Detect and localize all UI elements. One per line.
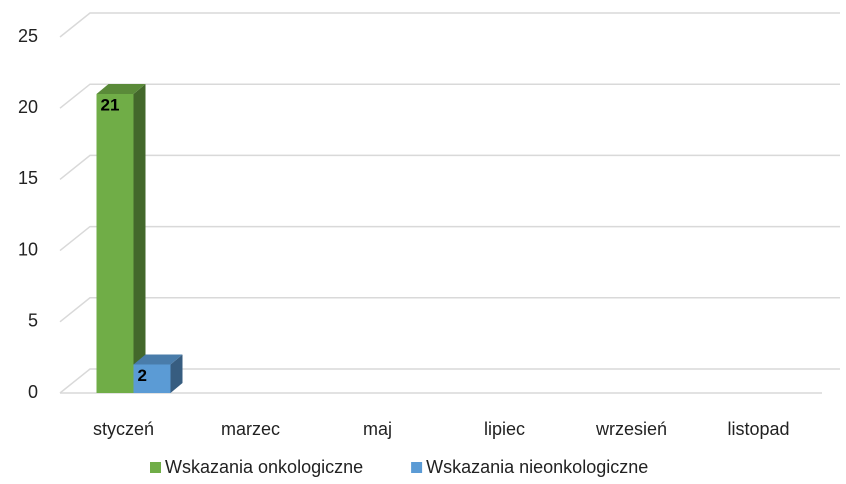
legend-swatch (411, 462, 423, 473)
x-tick-label: marzec (221, 419, 280, 439)
grid-line (59, 83, 840, 109)
grid-line (59, 154, 840, 180)
legend-swatch (150, 462, 161, 473)
bar (96, 83, 146, 394)
legend-label: Wskazania onkologiczne (165, 457, 363, 477)
bar-side (133, 83, 146, 394)
grid-line (59, 297, 840, 323)
bar-side (170, 354, 183, 393)
bar-front (96, 93, 134, 394)
bar-front (133, 364, 171, 393)
x-tick-label: styczeń (93, 419, 154, 439)
y-tick-label: 25 (18, 26, 38, 46)
x-tick-label: lipiec (484, 419, 525, 439)
y-tick-label: 20 (18, 97, 38, 117)
x-tick-label: wrzesień (595, 419, 667, 439)
legend-label: Wskazania nieonkologiczne (426, 457, 648, 477)
x-tick-label: maj (363, 419, 392, 439)
y-tick-label: 5 (28, 311, 38, 331)
data-label: 2 (138, 366, 147, 385)
bar (133, 354, 183, 393)
y-tick-label: 10 (18, 239, 38, 259)
data-label: 21 (101, 95, 120, 114)
x-tick-label: listopad (727, 419, 789, 439)
bar-top (133, 354, 183, 365)
grid-line (59, 225, 840, 252)
grid-line (59, 368, 840, 394)
y-tick-label: 0 (28, 382, 38, 402)
grid-line (59, 12, 840, 38)
y-tick-label: 15 (18, 168, 38, 188)
bar-top (96, 83, 146, 94)
